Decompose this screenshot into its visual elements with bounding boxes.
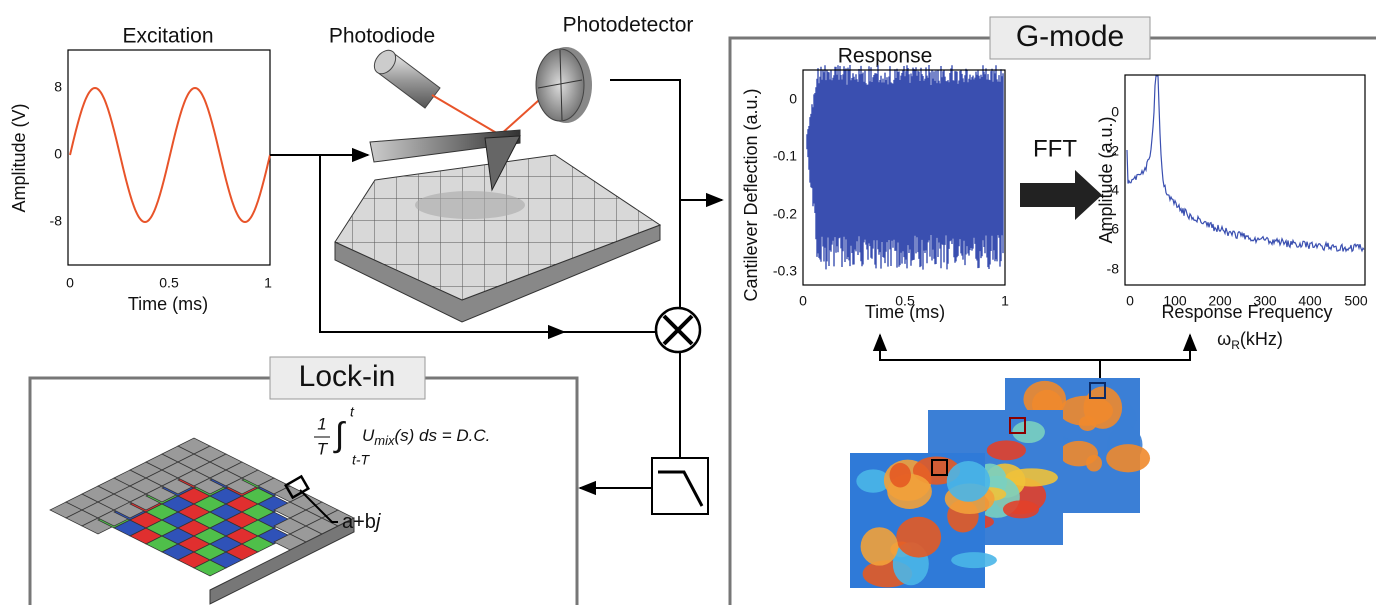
noise-lines (806, 65, 1003, 270)
y-tick-label: -4 (1107, 182, 1120, 198)
figure: Excitation Amplitude (V) Time (ms) Photo… (0, 0, 1376, 605)
fft-arrow (1020, 170, 1102, 220)
spectrum-line (1127, 76, 1364, 251)
x-tick-label: 100 (1163, 293, 1187, 309)
unit-label: ωR(kHz) (1217, 329, 1283, 352)
x-tick-label: 500 (1344, 293, 1368, 309)
map-arrows (880, 335, 1190, 380)
photodetector (536, 47, 592, 123)
x-tick-label: 400 (1298, 293, 1322, 309)
response-signal (806, 65, 1003, 270)
plot-title: Response (838, 45, 933, 68)
lockin-output: a+bj (342, 511, 381, 533)
lower-limit: t-T (352, 452, 371, 468)
x-tick-label: 0.5 (895, 293, 915, 309)
laser-beam (432, 92, 548, 135)
y-tick-label: -8 (1107, 261, 1120, 277)
y-tick-label: -2 (1107, 143, 1120, 159)
y-tick-label: -0.3 (773, 263, 797, 279)
low-pass-filter (652, 458, 708, 514)
x-tick-label: 300 (1253, 293, 1277, 309)
map-domain (896, 517, 941, 558)
map-domain (947, 461, 990, 502)
photodiode-label: Photodiode (329, 25, 435, 48)
excitation-wave (70, 88, 270, 222)
y-tick-label: -6 (1107, 221, 1120, 237)
map-domain (1106, 444, 1150, 472)
lockin-formula: 1 T ∫ t t-T Umix(s) ds = D.C. (314, 404, 490, 468)
y-tick-label: -0.2 (773, 206, 797, 222)
x-tick-label: 200 (1208, 293, 1232, 309)
y-tick-label: -8 (50, 213, 63, 229)
panel-title: Lock-in (299, 360, 396, 393)
map-domain (1059, 396, 1113, 426)
plot-title: Excitation (122, 25, 213, 48)
map-domain (890, 463, 911, 488)
y-tick-label: -0.1 (773, 148, 797, 164)
photodiode (370, 46, 440, 108)
map-domain (861, 527, 899, 565)
map-domain (951, 552, 997, 568)
x-tick-label: 0.5 (159, 275, 179, 291)
photodetector-label: Photodetector (563, 14, 694, 37)
y-axis-label: Cantilever Deflection (a.u.) (741, 88, 761, 301)
y-tick-label: 8 (54, 79, 62, 95)
y-tick-label: 0 (54, 146, 62, 162)
lockin-map (50, 438, 354, 604)
x-tick-label: 1 (264, 275, 272, 291)
fraction-numerator: 1 (317, 414, 326, 433)
integral-sign: ∫ (333, 416, 346, 454)
y-tick-label: 0 (1111, 104, 1119, 120)
x-axis-label: Time (ms) (128, 294, 208, 314)
axes-frame (1125, 75, 1365, 285)
x-tick-label: 0 (799, 293, 807, 309)
mixer (656, 308, 700, 352)
panel-title: G-mode (1016, 20, 1124, 53)
response-maps (850, 378, 1150, 588)
y-tick-label: 0 (789, 91, 797, 107)
fraction-denominator: T (317, 439, 329, 458)
x-tick-label: 0 (1126, 293, 1134, 309)
integrand: Umix(s) ds = D.C. (362, 426, 490, 448)
page: Excitation Amplitude (V) Time (ms) Photo… (0, 0, 1376, 605)
x-tick-label: 0 (66, 275, 74, 291)
fft-label: FFT (1033, 135, 1077, 162)
y-axis-label: Amplitude (V) (9, 103, 29, 212)
upper-limit: t (350, 404, 355, 420)
map-domain (1003, 500, 1039, 518)
map-domain (987, 440, 1026, 460)
map-domain (1059, 441, 1098, 466)
x-tick-label: 1 (1001, 293, 1009, 309)
